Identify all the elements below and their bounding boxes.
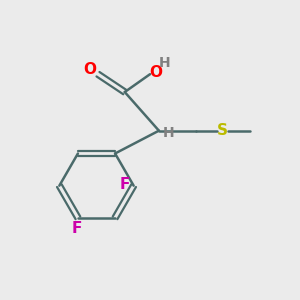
- Text: F: F: [71, 221, 82, 236]
- Text: H: H: [163, 126, 174, 140]
- Text: F: F: [119, 177, 130, 192]
- Text: O: O: [83, 62, 96, 77]
- Text: S: S: [217, 123, 228, 138]
- Text: O: O: [149, 65, 162, 80]
- Text: H: H: [158, 56, 170, 70]
